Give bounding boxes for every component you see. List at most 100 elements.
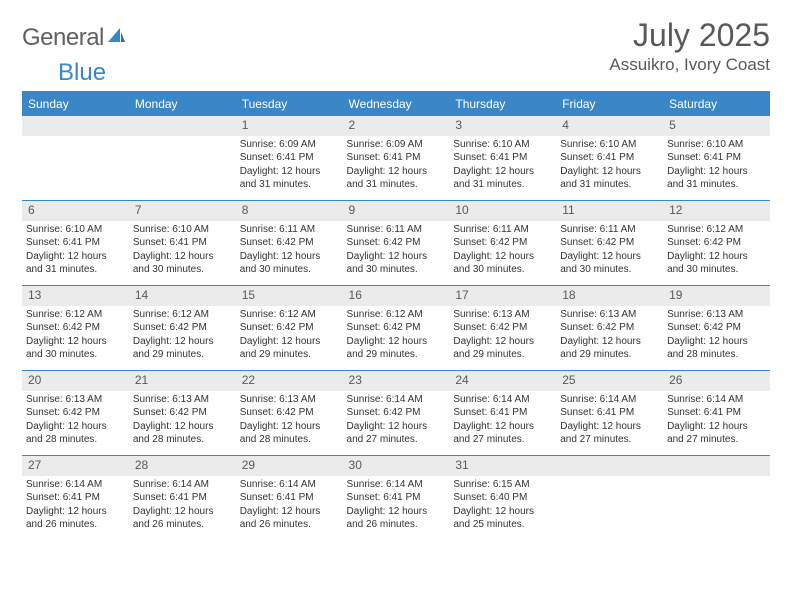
- day-details: Sunrise: 6:14 AMSunset: 6:42 PMDaylight:…: [343, 391, 450, 451]
- day-details: Sunrise: 6:11 AMSunset: 6:42 PMDaylight:…: [449, 221, 556, 281]
- day-number: 16: [343, 286, 450, 306]
- weekday-header: Sunday: [22, 92, 129, 116]
- calendar-cell: 21Sunrise: 6:13 AMSunset: 6:42 PMDayligh…: [129, 371, 236, 456]
- weekday-header: Tuesday: [236, 92, 343, 116]
- day-number: 17: [449, 286, 556, 306]
- day-number: 22: [236, 371, 343, 391]
- calendar-cell: 25Sunrise: 6:14 AMSunset: 6:41 PMDayligh…: [556, 371, 663, 456]
- calendar-cell: 27Sunrise: 6:14 AMSunset: 6:41 PMDayligh…: [22, 456, 129, 541]
- day-details: Sunrise: 6:12 AMSunset: 6:42 PMDaylight:…: [236, 306, 343, 366]
- day-number: 14: [129, 286, 236, 306]
- day-number: 18: [556, 286, 663, 306]
- day-number: 30: [343, 456, 450, 476]
- day-number: 15: [236, 286, 343, 306]
- day-details: Sunrise: 6:12 AMSunset: 6:42 PMDaylight:…: [22, 306, 129, 366]
- day-number: 21: [129, 371, 236, 391]
- calendar-cell: 17Sunrise: 6:13 AMSunset: 6:42 PMDayligh…: [449, 286, 556, 371]
- calendar-row: 20 Sunrise: 6:13 AMSunset: 6:42 PMDayligh…: [22, 371, 770, 456]
- day-details: Sunrise: 6:09 AMSunset: 6:41 PMDaylight:…: [343, 136, 450, 196]
- calendar-cell: [129, 116, 236, 201]
- calendar-cell: 1Sunrise: 6:09 AMSunset: 6:41 PMDaylight…: [236, 116, 343, 201]
- month-title: July 2025: [609, 18, 770, 53]
- weekday-header: Saturday: [663, 92, 770, 116]
- calendar-cell: [556, 456, 663, 541]
- brand-part2: Blue: [58, 59, 792, 87]
- day-details: Sunrise: 6:13 AMSunset: 6:42 PMDaylight:…: [449, 306, 556, 366]
- day-number: 26: [663, 371, 770, 391]
- day-number: 25: [556, 371, 663, 391]
- day-number: 7: [129, 201, 236, 221]
- day-details: Sunrise: 6:14 AMSunset: 6:41 PMDaylight:…: [556, 391, 663, 451]
- calendar-row: 6Sunrise: 6:10 AMSunset: 6:41 PMDaylight…: [22, 201, 770, 286]
- day-number: 2: [343, 116, 450, 136]
- calendar-cell: 30Sunrise: 6:14 AMSunset: 6:41 PMDayligh…: [343, 456, 450, 541]
- brand-sail-icon: [106, 26, 126, 51]
- day-number: 13: [22, 286, 129, 306]
- weekday-header: Monday: [129, 92, 236, 116]
- day-number: 9: [343, 201, 450, 221]
- calendar-row: 1Sunrise: 6:09 AMSunset: 6:41 PMDaylight…: [22, 116, 770, 201]
- calendar-cell: 3Sunrise: 6:10 AMSunset: 6:41 PMDaylight…: [449, 116, 556, 201]
- day-number: 6: [22, 201, 129, 221]
- day-details: Sunrise: 6:10 AMSunset: 6:41 PMDaylight:…: [556, 136, 663, 196]
- day-number: 19: [663, 286, 770, 306]
- calendar-cell: 28Sunrise: 6:14 AMSunset: 6:41 PMDayligh…: [129, 456, 236, 541]
- calendar-row: 13Sunrise: 6:12 AMSunset: 6:42 PMDayligh…: [22, 286, 770, 371]
- day-number: 11: [556, 201, 663, 221]
- calendar-cell: 20Sunrise: 6:13 AMSunset: 6:42 PMDayligh…: [22, 371, 129, 456]
- day-details: Sunrise: 6:15 AMSunset: 6:40 PMDaylight:…: [449, 476, 556, 536]
- day-details: Sunrise: 6:09 AMSunset: 6:41 PMDaylight:…: [236, 136, 343, 196]
- day-details: Sunrise: 6:12 AMSunset: 6:42 PMDaylight:…: [343, 306, 450, 366]
- day-number: 28: [129, 456, 236, 476]
- calendar-cell: 31Sunrise: 6:15 AMSunset: 6:40 PMDayligh…: [449, 456, 556, 541]
- day-number: 20: [22, 371, 129, 391]
- calendar-cell: 15Sunrise: 6:12 AMSunset: 6:42 PMDayligh…: [236, 286, 343, 371]
- calendar-table: Sunday Monday Tuesday Wednesday Thursday…: [22, 91, 770, 540]
- day-details: Sunrise: 6:11 AMSunset: 6:42 PMDaylight:…: [343, 221, 450, 281]
- brand-logo: General: [22, 18, 128, 52]
- day-details: Sunrise: 6:13 AMSunset: 6:42 PMDaylight:…: [236, 391, 343, 451]
- day-number: 5: [663, 116, 770, 136]
- day-details: Sunrise: 6:10 AMSunset: 6:41 PMDaylight:…: [663, 136, 770, 196]
- calendar-cell: 6Sunrise: 6:10 AMSunset: 6:41 PMDaylight…: [22, 201, 129, 286]
- day-details: Sunrise: 6:12 AMSunset: 6:42 PMDaylight:…: [129, 306, 236, 366]
- brand-part1: General: [22, 24, 104, 52]
- day-number: 31: [449, 456, 556, 476]
- day-number-empty: [22, 116, 129, 136]
- day-details: Sunrise: 6:14 AMSunset: 6:41 PMDaylight:…: [663, 391, 770, 451]
- day-number: 4: [556, 116, 663, 136]
- weekday-header: Wednesday: [343, 92, 450, 116]
- calendar-cell: 12Sunrise: 6:12 AMSunset: 6:42 PMDayligh…: [663, 201, 770, 286]
- day-details: Sunrise: 6:13 AMSunset: 6:42 PMDaylight:…: [556, 306, 663, 366]
- calendar-cell: 2Sunrise: 6:09 AMSunset: 6:41 PMDaylight…: [343, 116, 450, 201]
- day-number: 23: [343, 371, 450, 391]
- calendar-cell: 23Sunrise: 6:14 AMSunset: 6:42 PMDayligh…: [343, 371, 450, 456]
- calendar-cell: 24Sunrise: 6:14 AMSunset: 6:41 PMDayligh…: [449, 371, 556, 456]
- day-details: Sunrise: 6:14 AMSunset: 6:41 PMDaylight:…: [22, 476, 129, 536]
- day-number: 27: [22, 456, 129, 476]
- day-number-empty: [663, 456, 770, 476]
- day-number-empty: [129, 116, 236, 136]
- calendar-cell: 9Sunrise: 6:11 AMSunset: 6:42 PMDaylight…: [343, 201, 450, 286]
- day-details: Sunrise: 6:11 AMSunset: 6:42 PMDaylight:…: [556, 221, 663, 281]
- day-details: Sunrise: 6:14 AMSunset: 6:41 PMDaylight:…: [343, 476, 450, 536]
- day-number: 29: [236, 456, 343, 476]
- calendar-cell: 19Sunrise: 6:13 AMSunset: 6:42 PMDayligh…: [663, 286, 770, 371]
- day-details: Sunrise: 6:10 AMSunset: 6:41 PMDaylight:…: [129, 221, 236, 281]
- calendar-cell: 14Sunrise: 6:12 AMSunset: 6:42 PMDayligh…: [129, 286, 236, 371]
- calendar-cell: 26Sunrise: 6:14 AMSunset: 6:41 PMDayligh…: [663, 371, 770, 456]
- day-details: Sunrise: 6:14 AMSunset: 6:41 PMDaylight:…: [449, 391, 556, 451]
- calendar-cell: 10Sunrise: 6:11 AMSunset: 6:42 PMDayligh…: [449, 201, 556, 286]
- day-number: 10: [449, 201, 556, 221]
- day-details: Sunrise: 6:14 AMSunset: 6:41 PMDaylight:…: [236, 476, 343, 536]
- calendar-cell: 18Sunrise: 6:13 AMSunset: 6:42 PMDayligh…: [556, 286, 663, 371]
- day-number-empty: [556, 456, 663, 476]
- weekday-header: Thursday: [449, 92, 556, 116]
- calendar-cell: 13Sunrise: 6:12 AMSunset: 6:42 PMDayligh…: [22, 286, 129, 371]
- day-details: Sunrise: 6:12 AMSunset: 6:42 PMDaylight:…: [663, 221, 770, 281]
- day-number: 24: [449, 371, 556, 391]
- day-details: Sunrise: 6:10 AMSunset: 6:41 PMDaylight:…: [22, 221, 129, 281]
- day-number: 8: [236, 201, 343, 221]
- calendar-cell: [663, 456, 770, 541]
- calendar-cell: 29Sunrise: 6:14 AMSunset: 6:41 PMDayligh…: [236, 456, 343, 541]
